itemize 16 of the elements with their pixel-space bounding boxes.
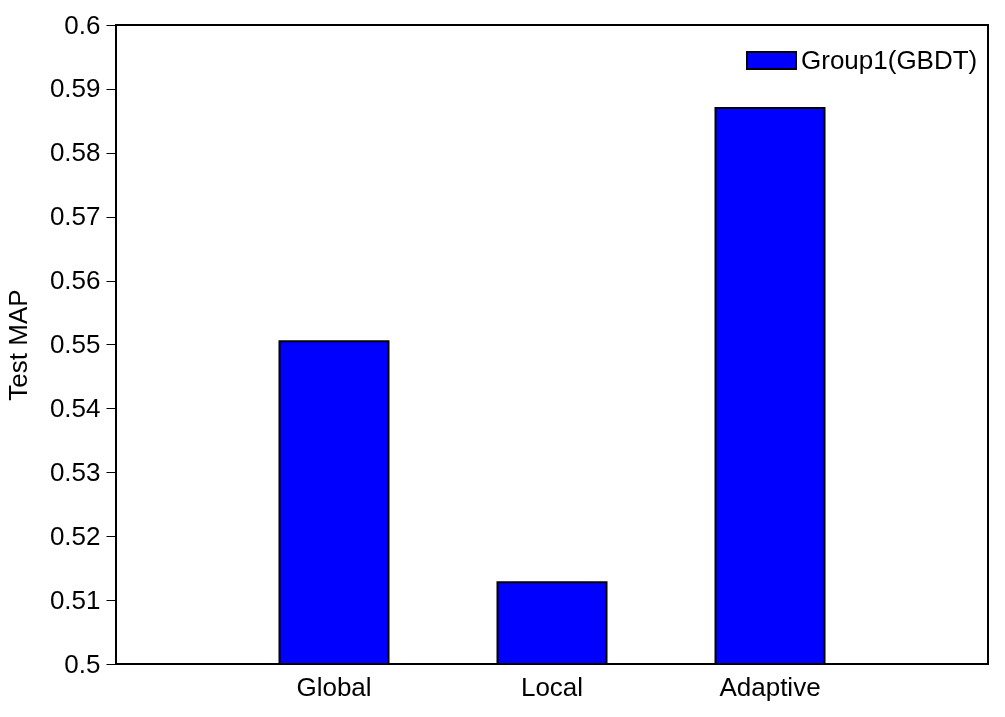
x-tick-label: Local (520, 671, 584, 702)
y-tick-label: 0.55 (49, 329, 101, 359)
legend-label: Group1(GBDT) (801, 44, 978, 75)
y-tick-label: 0.58 (49, 137, 101, 168)
x-tick-label: Adaptive (719, 671, 821, 702)
y-axis-title: Test MAP (2, 289, 33, 401)
y-tick-label: 0.5 (64, 648, 101, 679)
y-tick-label: 0.6 (64, 9, 101, 40)
y-tick-label: 0.59 (49, 73, 101, 104)
y-tick-label: 0.53 (49, 456, 101, 487)
y-tick-label: 0.52 (49, 520, 101, 551)
y-tick-label: 0.56 (49, 265, 101, 296)
y-tick-label: 0.54 (49, 392, 101, 423)
y-tick-label: 0.51 (49, 584, 101, 615)
x-tick-label: Global (296, 671, 372, 702)
y-tick-label: 0.57 (49, 201, 101, 232)
